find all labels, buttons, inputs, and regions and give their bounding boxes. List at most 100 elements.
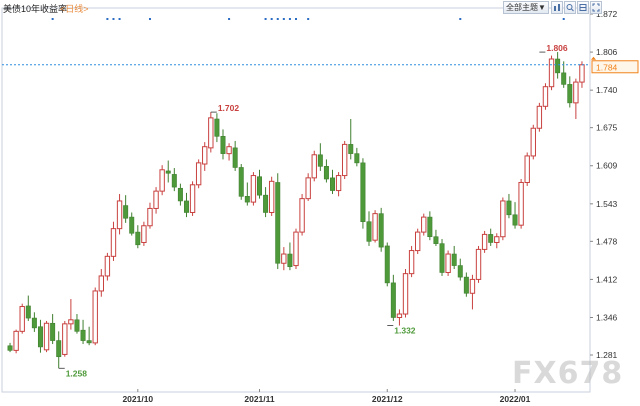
candle-body — [378, 213, 384, 248]
fullscreen-icon[interactable] — [590, 1, 602, 14]
candle — [469, 274, 476, 310]
x-tick-label: 2022/01 — [500, 394, 531, 404]
candle-body — [13, 330, 19, 351]
candle-body — [159, 169, 165, 192]
candle — [311, 150, 317, 182]
candle — [189, 181, 196, 216]
candle — [561, 61, 567, 88]
candle — [195, 159, 202, 189]
candle — [518, 179, 524, 229]
candle — [542, 83, 549, 110]
candle-body — [56, 340, 62, 358]
candle — [384, 242, 390, 287]
zoom-icon[interactable] — [564, 1, 576, 14]
candle-body — [244, 196, 250, 203]
chart-type-icon[interactable] — [551, 1, 563, 14]
event-marker-icon — [112, 18, 115, 20]
candle — [37, 319, 43, 353]
candle-body — [62, 323, 68, 355]
candle-body — [208, 117, 214, 149]
candle — [220, 129, 226, 160]
candle — [317, 143, 323, 171]
candle-body — [372, 213, 378, 241]
candle-body — [579, 64, 585, 83]
candle — [390, 274, 396, 321]
candle-body — [335, 175, 342, 192]
candle-body — [293, 231, 299, 267]
candle — [135, 225, 141, 249]
candle — [463, 272, 469, 297]
candle — [171, 168, 177, 192]
event-marker-icon — [282, 18, 285, 20]
candle — [506, 194, 512, 219]
candle — [68, 299, 74, 330]
grid — [1, 7, 591, 393]
theme-menu-button[interactable]: 全部主题▼ — [503, 1, 549, 14]
candle — [153, 187, 159, 214]
candle-body — [50, 322, 56, 341]
candle — [378, 207, 384, 252]
candle — [141, 221, 147, 246]
candle — [244, 182, 250, 206]
candle — [208, 112, 214, 153]
candle-body — [86, 340, 92, 344]
candle-body — [330, 177, 335, 191]
candle — [232, 140, 238, 171]
current-price-tag — [591, 60, 639, 74]
event-marker-icon — [459, 18, 462, 20]
settings-icon[interactable] — [577, 1, 589, 14]
candle — [330, 169, 335, 195]
candle-body — [524, 155, 530, 183]
watermark: FX678 — [512, 356, 624, 391]
candle-body — [141, 225, 147, 243]
candle — [257, 169, 262, 199]
candle-body — [220, 136, 226, 154]
candle — [177, 183, 183, 206]
candle-body — [518, 181, 524, 226]
candle — [305, 173, 311, 201]
candle-body — [80, 329, 86, 341]
y-tick-label: 1.478 — [596, 236, 618, 246]
candle — [31, 312, 37, 332]
x-tick-label: 2021/12 — [372, 394, 403, 404]
candle-body — [469, 278, 476, 294]
annotation-label: 1.258 — [66, 368, 88, 378]
event-marker-icon — [307, 18, 310, 20]
candle-body — [68, 319, 74, 325]
candle-body — [451, 253, 457, 266]
candle-body — [512, 214, 518, 226]
candle — [287, 242, 293, 271]
candle — [341, 140, 348, 180]
candle-body — [25, 305, 31, 319]
candle-body — [396, 313, 403, 318]
x-axis: 2021/10 2021/11 2021/12 2022/01 — [2, 389, 590, 404]
candle-body — [445, 253, 451, 273]
period-selector[interactable]: <日线> — [60, 4, 89, 14]
candle — [433, 229, 439, 246]
candle-body — [475, 248, 482, 280]
candle — [129, 212, 135, 236]
candle-body — [214, 118, 220, 137]
candle — [354, 147, 360, 167]
candle — [414, 228, 421, 255]
candle-body — [354, 153, 360, 164]
candle-body — [439, 243, 445, 273]
candle-body — [92, 290, 98, 344]
candle — [86, 326, 92, 346]
candle — [372, 210, 378, 243]
candle — [427, 211, 433, 241]
candle-body — [457, 265, 463, 278]
candle-body — [202, 146, 208, 165]
y-tick-label: 1.281 — [596, 350, 618, 360]
candle — [293, 228, 299, 270]
candle-body — [37, 326, 43, 348]
candle — [548, 55, 555, 91]
price-arrow-icon — [591, 56, 596, 60]
candle-body — [263, 194, 269, 213]
candle — [299, 194, 305, 236]
candle — [123, 195, 129, 223]
event-marker-icon — [228, 18, 231, 20]
candle-body — [305, 177, 311, 200]
candle — [445, 250, 451, 276]
candle — [530, 124, 536, 160]
